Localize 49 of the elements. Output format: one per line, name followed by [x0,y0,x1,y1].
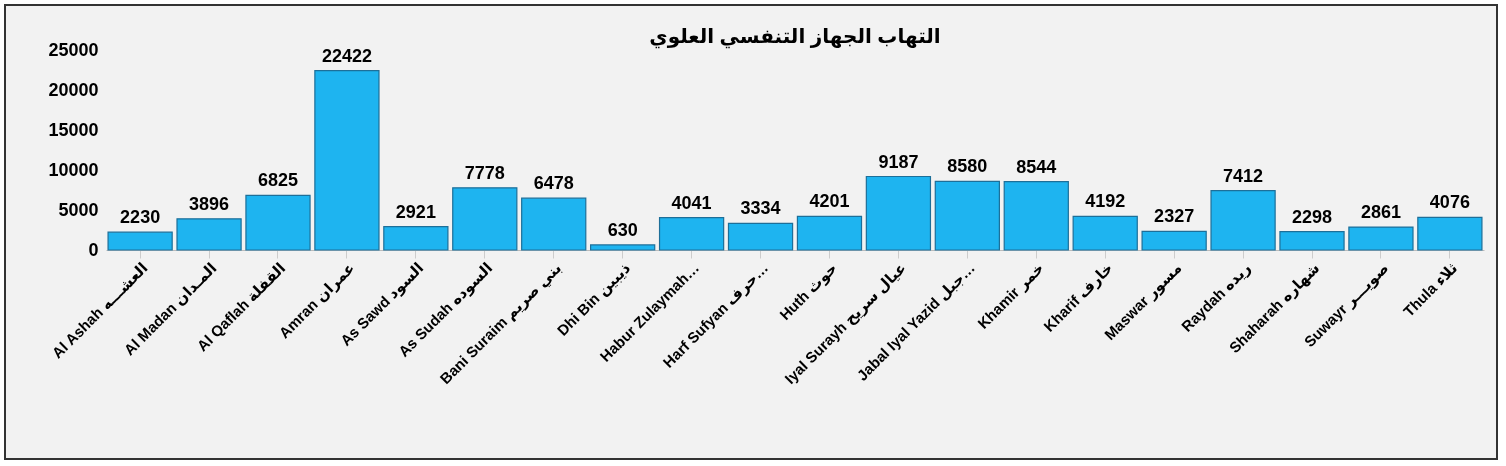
data-label: 8544 [1016,156,1057,177]
bar [107,231,173,251]
y-tick-label: 25000 [48,39,99,60]
bar [176,218,242,251]
bar [934,180,1000,251]
x-tick-label: Thula ثلاء [1399,259,1461,320]
data-label: 4041 [671,192,712,213]
y-tick-label: 5000 [58,199,99,220]
bar [1210,190,1276,251]
data-label: 9187 [878,151,919,172]
data-label: 630 [607,219,638,240]
data-label: 8580 [947,156,988,177]
bar [658,217,725,251]
data-label: 4201 [809,191,850,212]
bar [245,194,311,251]
data-label: 22422 [321,45,372,66]
data-label: 3896 [189,193,230,214]
data-label: 2298 [1291,206,1333,227]
y-tick-label: 10000 [48,159,99,180]
bar [314,70,380,251]
y-tick-label: 20000 [48,79,99,100]
y-tick-label: 0 [88,239,99,260]
y-tick-label: 15000 [48,119,99,140]
data-label: 4076 [1429,192,1470,213]
bar [796,215,863,251]
data-label: 3334 [740,198,781,219]
chart-title: التهاب الجهاز التنفسي العلوي [649,25,941,49]
x-tick-label: Huth حوث [775,259,841,324]
bar [1348,226,1414,251]
bar [383,226,449,251]
data-label: 2921 [395,201,436,222]
bar [521,197,587,251]
bar [865,175,932,251]
bar [1072,215,1138,251]
bar [1279,231,1345,251]
data-label: 4192 [1085,191,1126,212]
data-label: 6478 [533,173,574,194]
data-label: 6825 [257,170,299,191]
data-label: 7412 [1223,165,1264,186]
bar [1417,216,1483,251]
data-label: 2230 [120,207,161,228]
data-label: 2327 [1154,206,1195,227]
data-label: 7778 [464,162,505,183]
bar [1141,230,1207,251]
bar [1003,181,1069,251]
data-label: 2861 [1360,202,1401,223]
bar [590,244,656,251]
bar [452,187,518,251]
bar [727,222,794,251]
